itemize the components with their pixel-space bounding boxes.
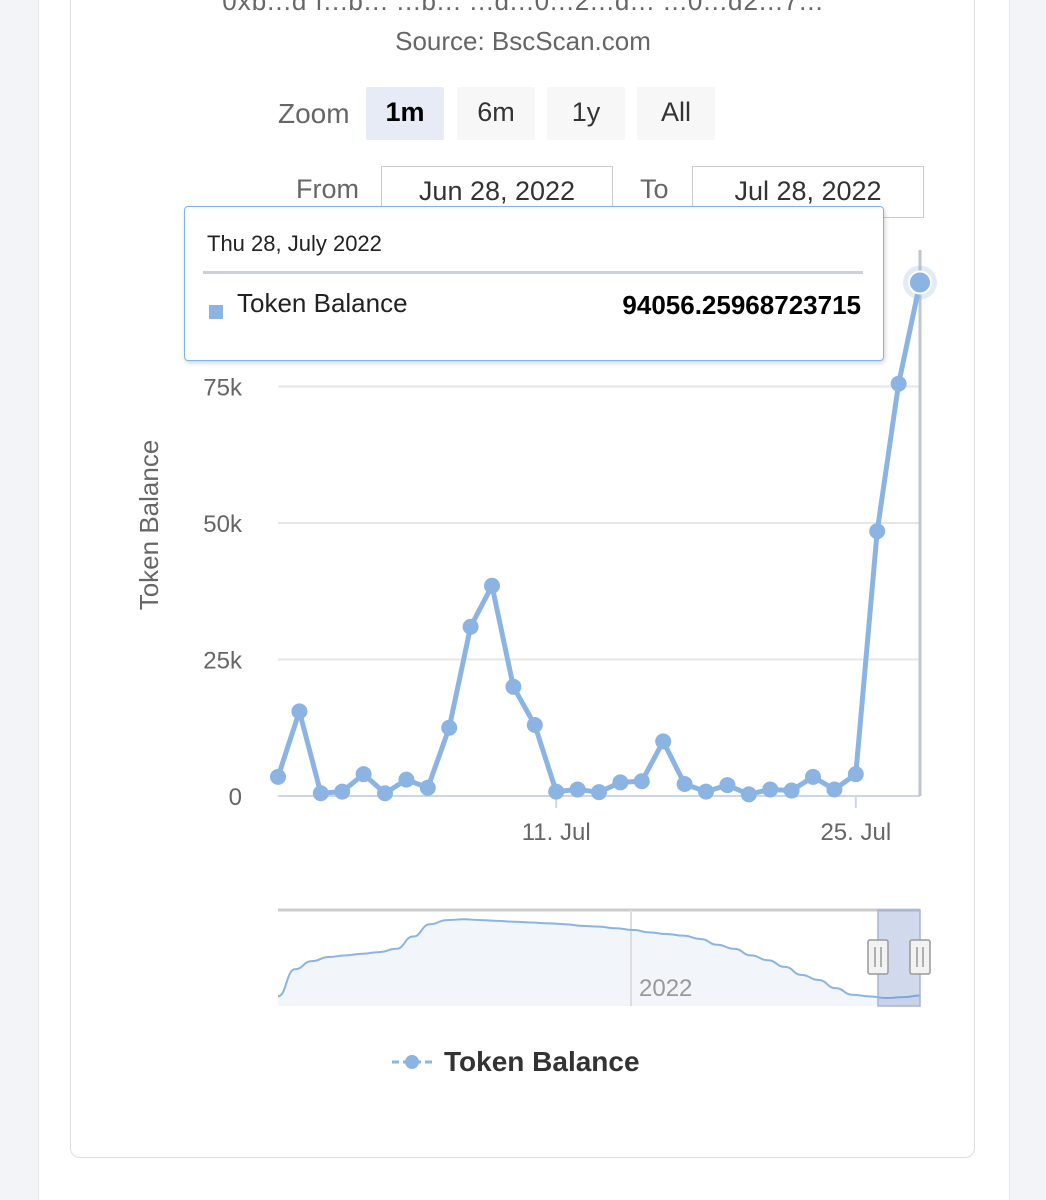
data-point <box>762 781 779 798</box>
legend-line-marker-icon <box>392 1055 432 1069</box>
zoom-1m-button[interactable]: 1m <box>366 87 444 140</box>
zoom-6m-button[interactable]: 6m <box>457 87 535 140</box>
y-tick-label: 50k <box>203 511 243 538</box>
data-point <box>719 777 736 794</box>
data-point <box>398 771 415 788</box>
navigator-left-handle[interactable] <box>867 939 889 975</box>
navigator-series-line <box>277 918 921 1000</box>
navigator-year-label: 2022 <box>639 975 692 1002</box>
data-point <box>484 577 500 594</box>
y-axis-title: Token Balance <box>134 440 164 611</box>
data-point <box>908 270 932 295</box>
data-point <box>505 678 522 695</box>
data-point <box>419 779 436 796</box>
zoom-1y-button[interactable]: 1y <box>547 87 625 140</box>
data-point <box>612 774 629 791</box>
range-from-label: From <box>296 174 359 204</box>
tooltip-value: 94056.25968723715 <box>622 290 861 320</box>
data-point <box>869 523 886 540</box>
data-point <box>633 773 650 790</box>
tooltip-divider <box>203 271 863 274</box>
range-to-label: To <box>640 174 669 204</box>
tooltip-series-name: Token Balance <box>237 288 408 318</box>
legend-label: Token Balance <box>444 1046 640 1077</box>
data-point <box>890 375 907 392</box>
data-point <box>291 703 308 720</box>
zoom-all-button[interactable]: All <box>637 87 715 140</box>
x-tick-label: 11. Jul <box>522 819 591 846</box>
y-tick-label: 75k <box>203 375 243 402</box>
data-point <box>805 768 821 785</box>
y-tick-label: 0 <box>229 784 242 811</box>
data-point <box>377 785 393 802</box>
tooltip-series-swatch <box>209 305 223 319</box>
contract-address: 0xb...d f...b... ...b... ...d...0...2...… <box>222 0 824 16</box>
data-point <box>655 733 672 750</box>
navigator-area <box>278 919 920 1006</box>
data-point <box>826 781 843 798</box>
data-point <box>698 783 714 800</box>
navigator-right-handle[interactable] <box>909 939 931 975</box>
data-point <box>270 768 286 785</box>
data-point <box>355 766 372 783</box>
data-point <box>526 717 543 734</box>
data-point <box>783 782 800 799</box>
y-tick-label: 25k <box>203 648 243 675</box>
zoom-label: Zoom <box>278 98 350 129</box>
x-tick-label: 25. Jul <box>820 819 891 846</box>
data-point <box>462 618 479 635</box>
tooltip-date: Thu 28, July 2022 <box>207 231 382 256</box>
data-point <box>312 785 329 802</box>
data-point <box>548 783 565 800</box>
data-point <box>441 719 458 736</box>
legend-item-token-balance[interactable]: Token Balance <box>392 1046 640 1078</box>
tooltip: Thu 28, July 2022 Token Balance 94056.25… <box>184 206 884 361</box>
data-point <box>591 784 607 801</box>
data-point <box>569 781 586 798</box>
data-point <box>740 786 757 803</box>
chart-source-credit: Source: BscScan.com <box>395 26 651 56</box>
data-point <box>676 775 693 792</box>
data-point <box>334 783 351 800</box>
data-point <box>847 766 864 783</box>
